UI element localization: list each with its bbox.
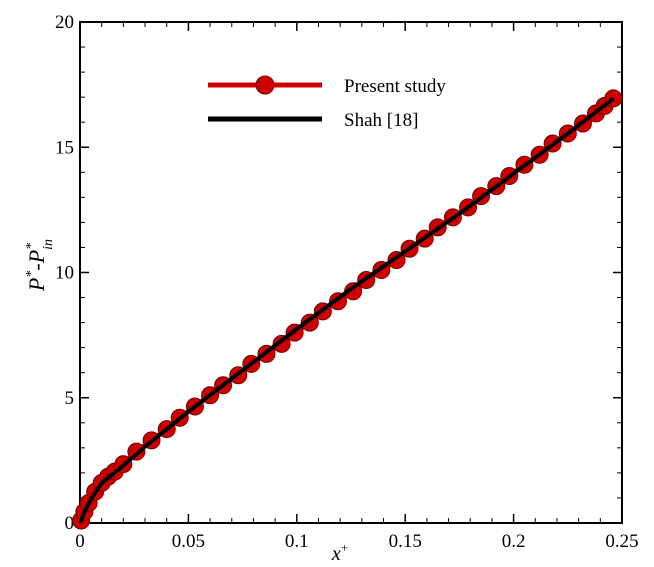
y-label-dash: -	[24, 263, 49, 270]
x-tick-label: 0	[75, 531, 85, 552]
plot-area: 0 5 10 15 20 0 0.05 0.1 0.15 0.2 0.25	[55, 12, 639, 552]
series-line-present-study	[78, 96, 615, 522]
plot-frame	[79, 21, 623, 524]
x-tick-label: 0.1	[285, 531, 309, 552]
x-axis-label-base: x	[331, 543, 341, 565]
series-line-shah	[78, 96, 615, 524]
legend: Present study Shah [18]	[208, 75, 446, 131]
y-axis-label: P*-P* in	[24, 239, 56, 292]
y-tick-label: 10	[55, 263, 74, 284]
x-tick-label: 0.2	[502, 531, 526, 552]
x-axis-ticks: 0 0.05 0.1 0.15 0.2 0.25	[75, 22, 639, 552]
x-tick-label: 0.05	[172, 531, 205, 552]
x-tick-label: 0.25	[605, 531, 638, 552]
y-label-sup1: *	[24, 271, 39, 278]
legend-label-present-study: Present study	[344, 76, 446, 97]
x-axis-label: x+	[331, 540, 348, 565]
y-label-base1: P	[24, 278, 49, 292]
y-label-sup2: *	[24, 243, 39, 250]
y-tick-label: 20	[55, 12, 74, 33]
y-axis-ticks: 0 5 10 15 20	[55, 12, 622, 534]
y-label-sub2: in	[41, 239, 56, 250]
x-tick-label: 0.15	[389, 531, 422, 552]
x-axis-label-sup: +	[341, 540, 348, 555]
y-tick-label: 5	[65, 388, 75, 409]
legend-label-shah: Shah [18]	[344, 110, 418, 131]
series-layer	[72, 89, 623, 530]
y-tick-label: 0	[65, 513, 75, 534]
y-tick-label: 15	[55, 137, 74, 158]
y-label-base2: P	[24, 250, 49, 264]
legend-marker-present-study	[255, 75, 275, 95]
